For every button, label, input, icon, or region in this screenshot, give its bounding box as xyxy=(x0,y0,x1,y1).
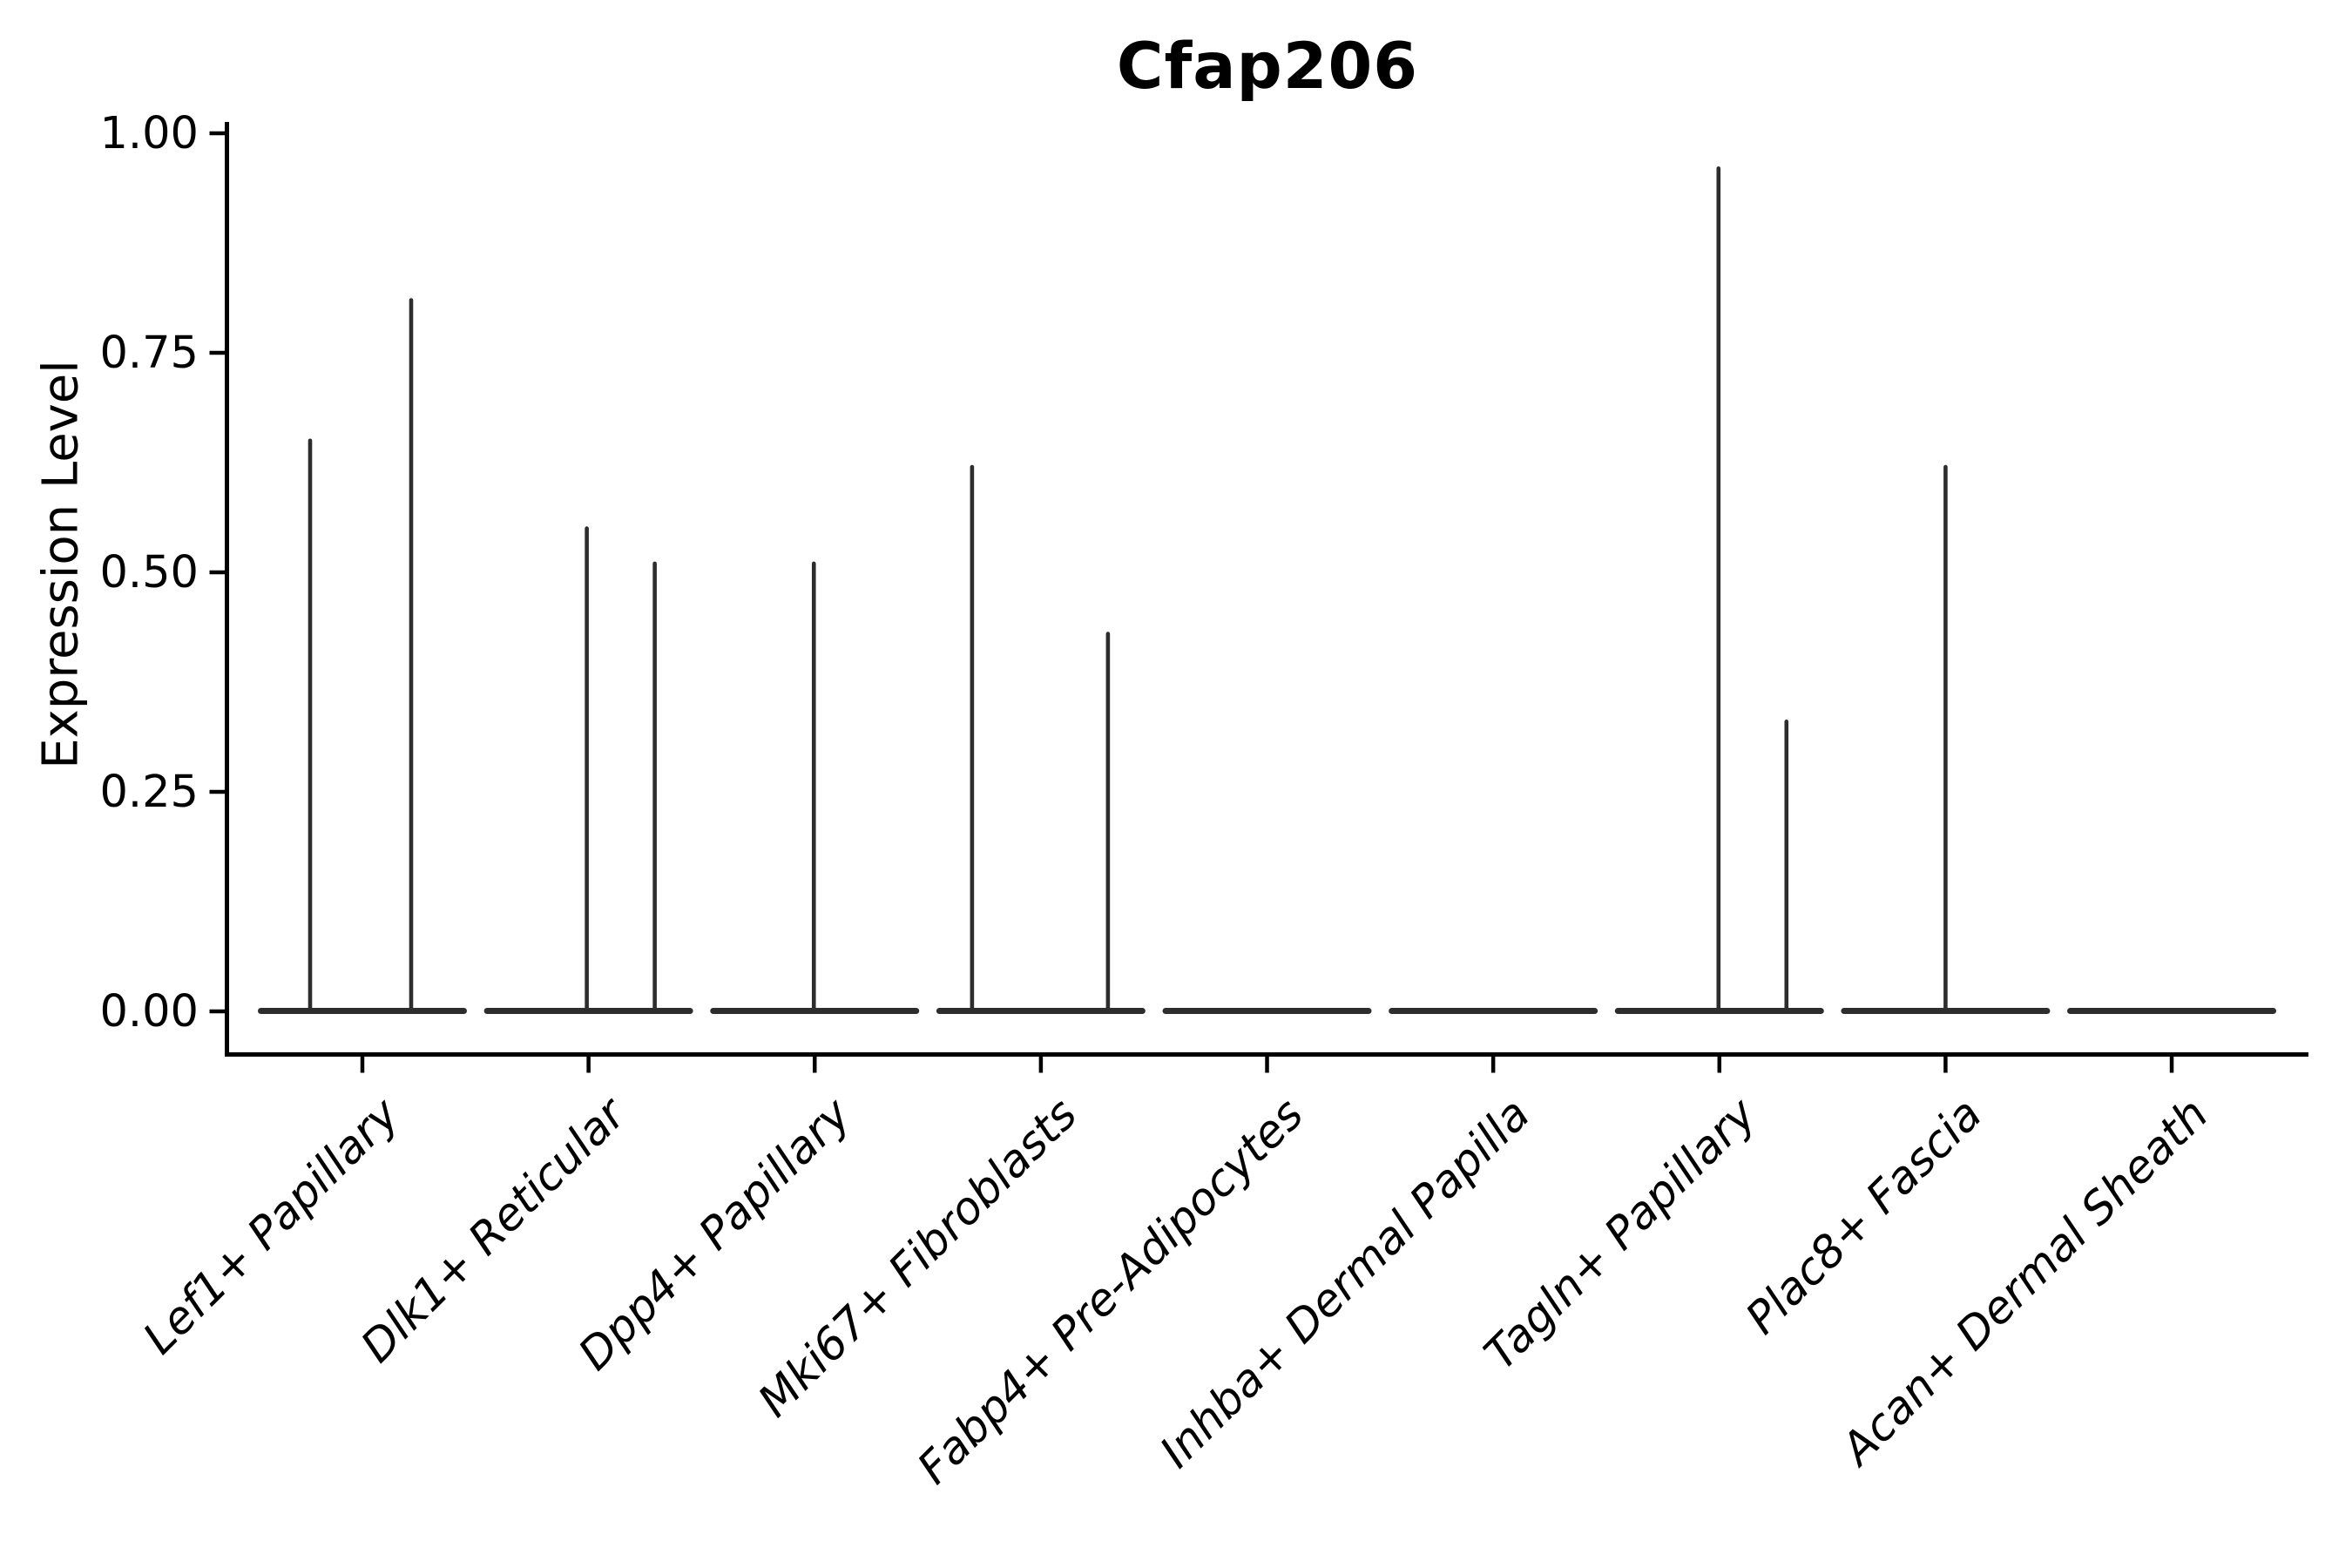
violin-base xyxy=(2067,1008,2277,1014)
y-tick-label-0.00: 0.00 xyxy=(99,986,199,1037)
y-tick-label-0.50: 0.50 xyxy=(99,547,199,598)
y-tick-label-0.25: 0.25 xyxy=(99,767,199,818)
y-tick-label-0.75: 0.75 xyxy=(99,328,199,379)
y-tick-label-1.00: 1.00 xyxy=(99,108,199,159)
violin-base xyxy=(1389,1008,1598,1014)
violin-base xyxy=(936,1008,1146,1014)
violin-base xyxy=(1162,1008,1372,1014)
violin-base xyxy=(258,1008,467,1014)
plot-title: Cfap206 xyxy=(1116,30,1419,104)
